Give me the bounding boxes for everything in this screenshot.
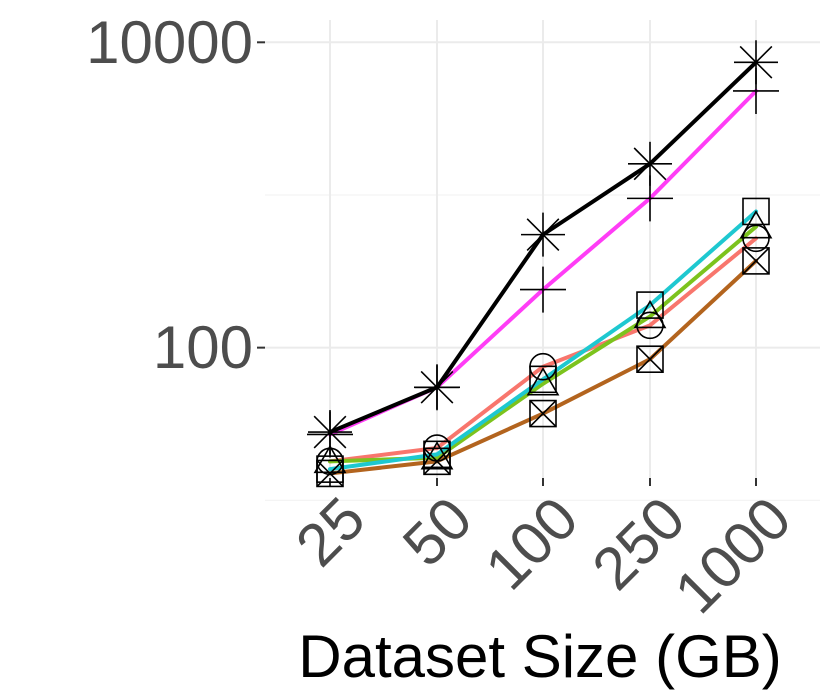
marker-triangle xyxy=(526,367,560,396)
marker-triangle xyxy=(420,441,454,470)
marker-circle xyxy=(636,311,664,340)
y-tick-label: 100 xyxy=(153,314,253,381)
x-tick-label: 50 xyxy=(390,484,485,579)
marker-asterisk xyxy=(628,141,672,186)
marker-circle xyxy=(742,224,770,253)
marker-plus xyxy=(627,175,673,222)
marker-x-square xyxy=(316,459,344,488)
marker-plus xyxy=(414,364,460,411)
marker-plus xyxy=(307,411,353,458)
x-axis-title: Dataset Size (GB) xyxy=(298,623,782,690)
marker-square xyxy=(636,291,664,319)
x-tick-label: 25 xyxy=(283,484,378,579)
marker-x-square xyxy=(529,399,557,428)
marker-plus xyxy=(520,266,566,313)
y-axis: 100 10000 xyxy=(86,9,265,381)
marker-circle xyxy=(529,352,557,381)
x-tick-label: 1000 xyxy=(662,484,804,626)
marker-plus xyxy=(733,67,779,114)
series-markers xyxy=(307,40,779,488)
marker-x-square xyxy=(423,447,451,476)
marker-asterisk xyxy=(521,212,565,257)
marker-square xyxy=(742,197,770,226)
marker-x-square xyxy=(742,247,770,275)
marker-square xyxy=(529,365,557,394)
x-tick-label: 100 xyxy=(473,484,591,602)
gridlines xyxy=(265,20,820,501)
marker-x-square xyxy=(636,345,664,374)
marker-triangle xyxy=(739,210,773,239)
y-tick-label: 10000 xyxy=(86,9,253,76)
